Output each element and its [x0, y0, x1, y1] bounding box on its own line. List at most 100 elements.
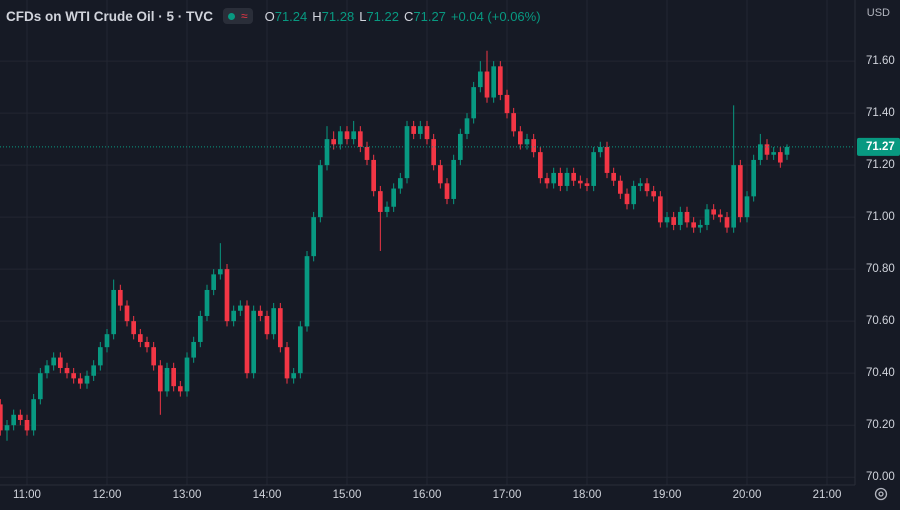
candle-body: [158, 365, 163, 392]
settings-icon[interactable]: [874, 487, 888, 501]
candle-body: [298, 326, 303, 374]
candle-body: [778, 152, 783, 163]
candle-body: [624, 193, 630, 205]
candle-body: [704, 209, 710, 225]
candle-body: [211, 274, 216, 290]
candle-body: [464, 118, 470, 134]
last-price-label: 71.27: [866, 141, 895, 153]
candle-body: [758, 144, 763, 160]
candle-body: [24, 419, 30, 431]
candle-body: [664, 217, 670, 223]
candle-body: [0, 404, 3, 431]
candle-body: [198, 315, 203, 342]
y-tick-label: 70.00: [866, 471, 895, 483]
candle-body: [204, 289, 210, 316]
currency[interactable]: USD: [866, 7, 890, 19]
x-tick-label: 12:00: [93, 489, 122, 501]
y-tick-label: 71.20: [866, 159, 895, 171]
candle-body: [491, 66, 496, 98]
candle-body: [438, 165, 443, 184]
candle-body: [531, 139, 536, 153]
candle-body: [724, 217, 730, 228]
candle-body: [431, 139, 436, 166]
candle-body: [84, 375, 90, 384]
candle-body: [291, 373, 296, 379]
candle-body: [324, 139, 330, 166]
candle-body: [351, 131, 356, 140]
candle-body: [558, 172, 563, 186]
candle-body: [271, 308, 276, 335]
x-tick-label: 19:00: [653, 489, 682, 501]
candle-body: [371, 159, 376, 192]
candle-body: [338, 131, 343, 145]
x-tick-label: 16:00: [413, 489, 442, 501]
candles: [0, 50, 790, 441]
candle-body: [138, 334, 143, 342]
candle-body: [598, 146, 603, 153]
candle-body: [684, 211, 690, 223]
candle-body: [584, 183, 590, 186]
candle-body: [358, 131, 363, 147]
candle-body: [78, 378, 83, 384]
grid: [0, 0, 855, 485]
candle-body: [524, 139, 530, 145]
candle-body: [224, 269, 230, 322]
candle-body: [678, 211, 683, 225]
candle-body: [484, 71, 490, 98]
candle-body: [118, 289, 123, 306]
candle-body: [471, 87, 476, 119]
candle-body: [164, 367, 170, 392]
settings-gear[interactable]: [874, 487, 888, 501]
candle-body: [144, 341, 150, 348]
candle-body: [731, 165, 736, 228]
candle-body: [638, 183, 643, 186]
candle-body: [771, 152, 776, 155]
candle-body: [458, 133, 463, 160]
candle-body: [504, 94, 510, 114]
candle-body: [364, 146, 370, 160]
candle-body: [651, 191, 656, 197]
candle-body: [551, 172, 556, 184]
candle-body: [571, 172, 576, 181]
candle-body: [738, 165, 743, 218]
status-badge[interactable]: ≈: [223, 8, 253, 24]
candle-body: [258, 310, 263, 316]
ohlc-value: 71.22: [366, 8, 399, 24]
candle-body: [751, 159, 756, 197]
candle-body: [544, 178, 550, 184]
candle-body: [398, 178, 403, 189]
candle-body: [511, 113, 516, 132]
last-price-box: [857, 137, 900, 156]
candle-body: [131, 321, 136, 335]
y-tick-label: 70.80: [866, 263, 895, 275]
candle-body: [384, 206, 390, 212]
candle-body: [71, 373, 76, 379]
candle-body: [111, 289, 116, 335]
candle-body: [451, 159, 456, 199]
candle-body: [191, 341, 196, 358]
x-tick-label: 13:00: [173, 489, 202, 501]
candle-body: [411, 126, 416, 134]
y-tick-label: 70.40: [866, 367, 895, 379]
candle-body: [278, 308, 283, 348]
candle-body: [391, 188, 396, 207]
candle-body: [178, 386, 183, 392]
symbol-title[interactable]: CFDs on WTI Crude Oil · 5 · TVC: [6, 8, 213, 24]
y-tick-label: 71.40: [866, 107, 895, 119]
x-tick-label: 18:00: [573, 489, 602, 501]
settings-core[interactable]: [878, 491, 884, 497]
candle-body: [231, 310, 236, 322]
y-tick-label: 71.00: [866, 211, 895, 223]
candle-body: [284, 347, 290, 379]
candle-body: [344, 131, 350, 140]
candle-body: [4, 425, 10, 431]
candle-body: [104, 334, 110, 348]
x-tick-label: 15:00: [333, 489, 362, 501]
candle-body: [604, 146, 610, 173]
candle-body: [591, 152, 596, 186]
candle-body: [251, 310, 256, 374]
x-tick-label: 20:00: [733, 489, 762, 501]
candle-body: [564, 172, 570, 186]
